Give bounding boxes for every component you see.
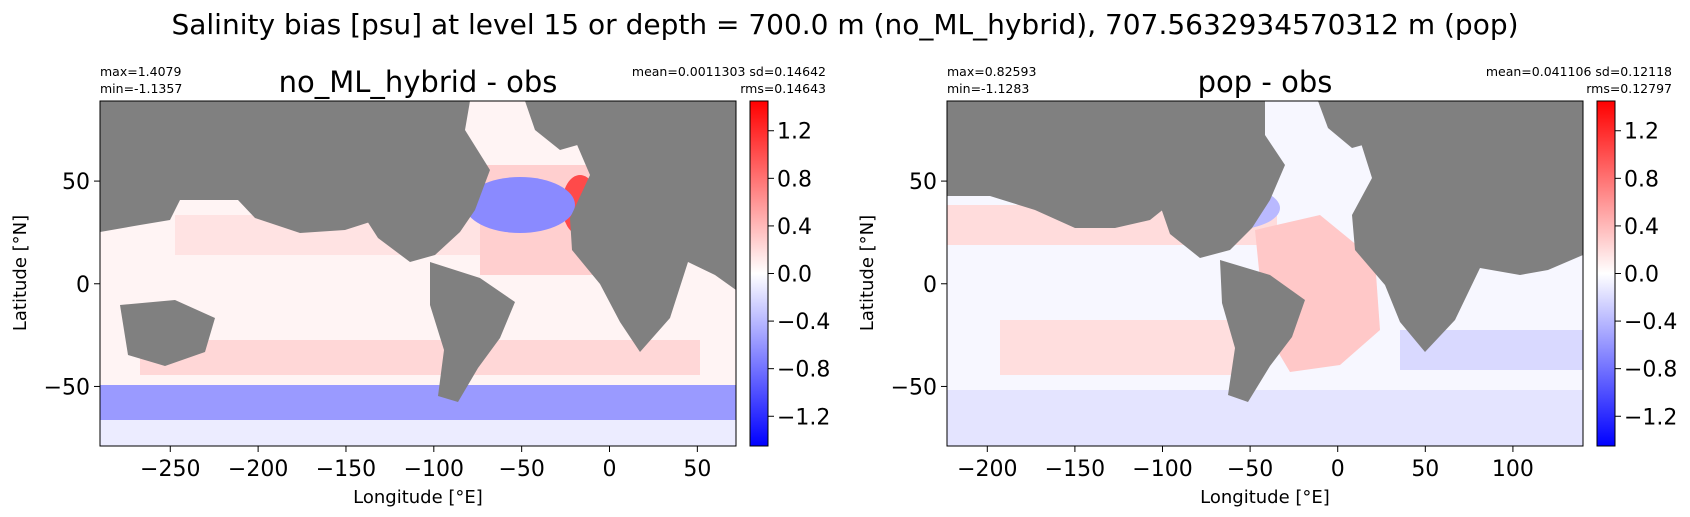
land-australia <box>120 300 215 366</box>
land-asia-europe <box>100 101 425 233</box>
y-tick-label: 0 <box>76 273 90 298</box>
x-tick-label: −150 <box>1045 457 1105 482</box>
land-greenland <box>1318 101 1398 148</box>
y-tick-label: 50 <box>62 170 90 195</box>
x-tick-label: −200 <box>228 457 288 482</box>
x-tick-label: −200 <box>957 457 1017 482</box>
colorbar-tick-label: 0.8 <box>777 167 812 192</box>
x-tick-label: −150 <box>316 457 376 482</box>
stat-max: max=0.82593 <box>947 64 1036 79</box>
panel-pop: pop - obs max=0.82593 min=-1.1283 mean=0… <box>857 64 1677 508</box>
stat-rms: rms=0.12797 <box>1586 81 1672 96</box>
colorbar <box>749 100 769 447</box>
x-tick-label: −100 <box>1132 457 1192 482</box>
colorbar-tick-label: 1.2 <box>777 120 812 145</box>
stat-min: min=-1.1283 <box>947 81 1029 96</box>
y-tick-label: −50 <box>44 375 90 400</box>
axes: −250 −200 −150 −100 −50 0 50 −50 0 50 <box>44 170 712 482</box>
x-tick-label: 0 <box>603 457 617 482</box>
colorbar-ticks: −1.2 −0.8 −0.4 0.0 0.4 0.8 1.2 <box>768 120 830 430</box>
x-tick-label: −50 <box>1227 457 1273 482</box>
colorbar-tick-label: −0.4 <box>777 310 830 335</box>
land-south-america <box>430 262 515 402</box>
y-tick-label: 50 <box>909 170 937 195</box>
colorbar-tick-label: 0.4 <box>1624 215 1659 240</box>
bias-south-pacific <box>1000 320 1250 375</box>
y-tick-label: 0 <box>923 273 937 298</box>
colorbar-ticks: −1.2 −0.8 −0.4 0.0 0.4 0.8 1.2 <box>1615 120 1677 430</box>
panel-title: no_ML_hybrid - obs <box>279 65 558 99</box>
bias-southern-ocean <box>100 385 736 420</box>
x-tick-label: 100 <box>1492 457 1534 482</box>
land-africa-eurasia <box>1350 101 1583 352</box>
y-axis-label: Latitude [°N] <box>10 215 31 331</box>
stat-mean-sd: mean=0.0011303 sd=0.14642 <box>632 64 826 79</box>
colorbar-tick-label: −1.2 <box>777 405 830 430</box>
colorbar-tick-label: 0.0 <box>1624 263 1659 288</box>
colorbar-tick-label: 0.0 <box>777 263 812 288</box>
panel-title: pop - obs <box>1198 65 1333 99</box>
colorbar-tick-label: 0.4 <box>777 215 812 240</box>
x-tick-label: −250 <box>140 457 200 482</box>
land-africa-eurasia <box>560 101 736 352</box>
bias-southern-ocean <box>947 390 1583 446</box>
x-tick-label: 0 <box>1331 457 1345 482</box>
colorbar-tick-label: −0.8 <box>1624 358 1677 383</box>
plot-frame <box>946 100 1584 447</box>
colorbar-tick-label: 1.2 <box>1624 120 1659 145</box>
panel-no-ml-hybrid: no_ML_hybrid - obs max=1.4079 min=-1.135… <box>10 64 830 508</box>
axes: −200 −150 −100 −50 0 50 100 −50 0 50 <box>891 170 1534 482</box>
map-field <box>100 101 736 446</box>
bias-south-subtropics <box>140 340 700 375</box>
colorbar <box>1596 100 1616 447</box>
x-axis-label: Longitude [°E] <box>353 487 483 508</box>
colorbar-tick-label: 0.8 <box>1624 167 1659 192</box>
y-tick-label: −50 <box>891 375 937 400</box>
land-north-america <box>1160 101 1285 258</box>
x-tick-label: −100 <box>404 457 464 482</box>
colorbar-tick-label: −1.2 <box>1624 405 1677 430</box>
colorbar-tick-label: −0.8 <box>777 358 830 383</box>
x-tick-label: 50 <box>1411 457 1439 482</box>
land-north-america <box>360 101 490 262</box>
plot-frame <box>99 100 737 447</box>
bias-antarctic-band <box>100 420 736 446</box>
land-south-america <box>1220 260 1305 402</box>
stat-mean-sd: mean=0.041106 sd=0.12118 <box>1486 64 1672 79</box>
y-axis-label: Latitude [°N] <box>857 215 878 331</box>
x-tick-label: 50 <box>683 457 711 482</box>
stat-max: max=1.4079 <box>100 64 181 79</box>
figure-title: Salinity bias [psu] at level 15 or depth… <box>171 8 1518 41</box>
stat-rms: rms=0.14643 <box>740 81 826 96</box>
land-greenland <box>525 101 605 150</box>
x-tick-label: −50 <box>498 457 544 482</box>
x-axis-label: Longitude [°E] <box>1200 487 1330 508</box>
bias-gulfstream <box>465 177 575 233</box>
colorbar-tick-label: −0.4 <box>1624 310 1677 335</box>
map-field <box>947 101 1583 446</box>
stat-min: min=-1.1357 <box>100 81 182 96</box>
land-asia-europe <box>947 101 1205 228</box>
